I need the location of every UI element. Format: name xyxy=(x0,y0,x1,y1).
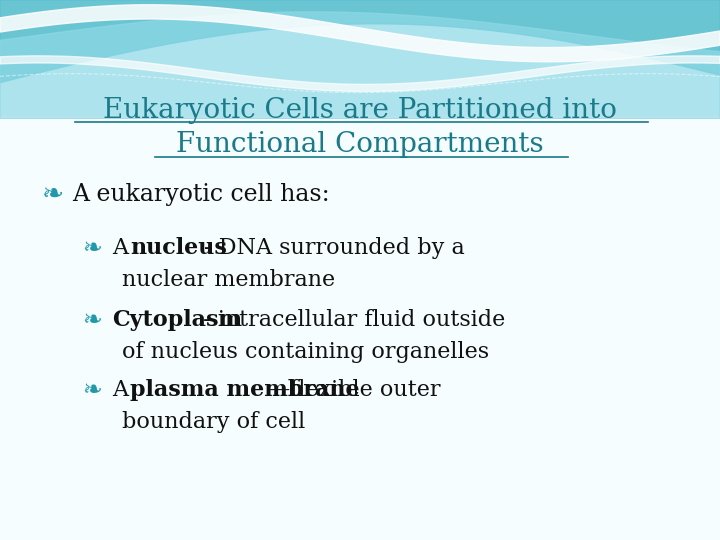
Text: nuclear membrane: nuclear membrane xyxy=(122,269,335,291)
Text: ❧: ❧ xyxy=(82,236,102,260)
Text: Cytoplasm: Cytoplasm xyxy=(112,309,242,331)
Text: A: A xyxy=(112,237,135,259)
Text: Functional Compartments: Functional Compartments xyxy=(176,132,544,159)
Text: - intracellular fluid outside: - intracellular fluid outside xyxy=(196,309,505,331)
Text: boundary of cell: boundary of cell xyxy=(122,411,305,433)
Text: A eukaryotic cell has:: A eukaryotic cell has: xyxy=(72,184,330,206)
Text: of nucleus containing organelles: of nucleus containing organelles xyxy=(122,341,489,363)
Text: ❧: ❧ xyxy=(82,308,102,332)
Text: - DNA surrounded by a: - DNA surrounded by a xyxy=(204,237,464,259)
Text: —flexible outer: —flexible outer xyxy=(268,379,441,401)
Text: ❧: ❧ xyxy=(82,378,102,402)
Text: plasma membrane: plasma membrane xyxy=(130,379,359,401)
Text: ❧: ❧ xyxy=(42,182,64,208)
Text: Eukaryotic Cells are Partitioned into: Eukaryotic Cells are Partitioned into xyxy=(103,97,617,124)
Text: A: A xyxy=(112,379,135,401)
Text: nucleus: nucleus xyxy=(130,237,227,259)
